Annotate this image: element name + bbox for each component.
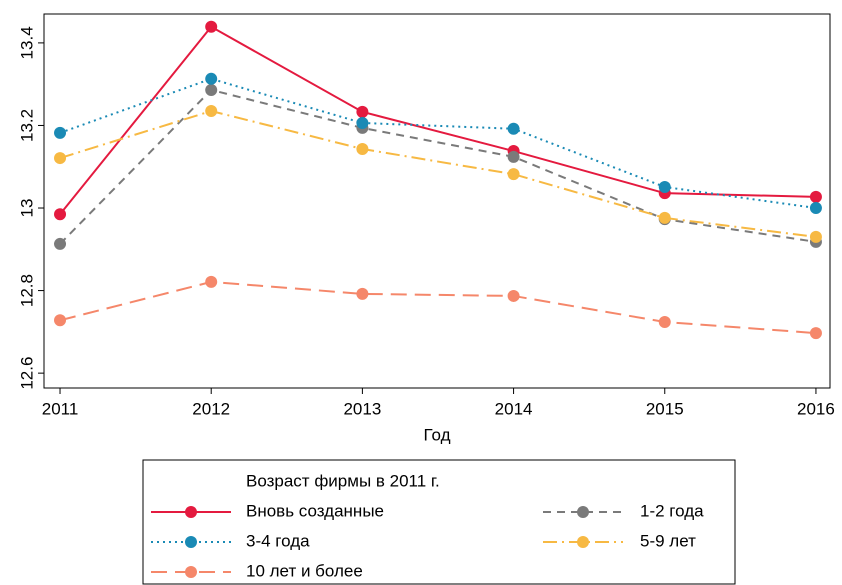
- series-line: [59, 25, 816, 215]
- series-point: [809, 230, 822, 243]
- legend-marker: [185, 536, 197, 548]
- y-tick-label: 13.2: [17, 109, 36, 142]
- series-point: [658, 315, 671, 328]
- legend-box: [142, 459, 736, 585]
- x-tick-label: 2016: [797, 399, 835, 418]
- series-point: [507, 150, 520, 163]
- legend-label: 10 лет и более: [246, 561, 363, 580]
- legend-label: 1-2 года: [640, 501, 704, 520]
- legend-marker: [577, 536, 589, 548]
- legend-title: Возраст фирмы в 2011 г.: [246, 471, 440, 490]
- legend-label: 3-4 года: [246, 531, 310, 550]
- series-point: [809, 190, 822, 203]
- y-tick-label: 12.6: [17, 357, 36, 390]
- series-point: [205, 105, 218, 118]
- series-point: [54, 314, 67, 327]
- x-tick-label: 2014: [495, 399, 533, 418]
- series-line: [59, 88, 817, 245]
- series-point: [205, 20, 218, 33]
- series-point: [658, 211, 671, 224]
- series-point: [356, 142, 369, 155]
- y-tick-label: 12.8: [17, 274, 36, 307]
- series-line: [59, 280, 817, 335]
- series-line: [59, 77, 817, 210]
- plot-frame: [43, 13, 831, 389]
- series-point: [507, 289, 520, 302]
- legend-label: Вновь созданные: [246, 501, 384, 520]
- series-point: [54, 208, 67, 221]
- series-point: [205, 275, 218, 288]
- y-tick-label: 13: [17, 199, 36, 218]
- series-point: [54, 152, 67, 165]
- y-tick-label: 13.4: [17, 26, 36, 59]
- series-point: [54, 126, 67, 139]
- x-tick-label: 2011: [42, 399, 79, 418]
- series-point: [658, 180, 671, 193]
- series-line: [59, 109, 817, 238]
- series-point: [809, 327, 822, 340]
- x-axis-label: Год: [423, 425, 450, 444]
- series-point: [809, 202, 822, 215]
- series-point: [54, 237, 67, 250]
- series-point: [356, 116, 369, 129]
- x-tick-label: 2013: [343, 399, 381, 418]
- series-point: [507, 168, 520, 181]
- series-point: [356, 105, 369, 118]
- x-tick-label: 2015: [646, 399, 684, 418]
- legend-marker: [577, 506, 589, 518]
- series-point: [205, 72, 218, 85]
- legend-label: 5-9 лет: [640, 531, 696, 550]
- series-point: [356, 287, 369, 300]
- x-tick-label: 2012: [192, 399, 230, 418]
- series-point: [205, 83, 218, 96]
- legend-marker: [185, 566, 197, 578]
- legend-marker: [185, 506, 197, 518]
- series-point: [507, 122, 520, 135]
